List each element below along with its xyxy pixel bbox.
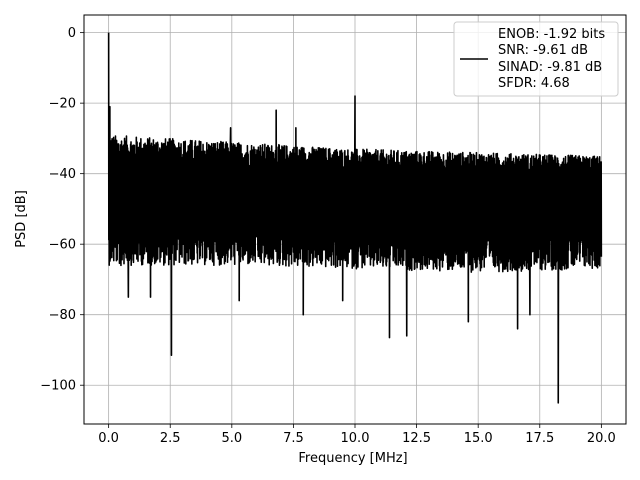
- y-tick-label: −20: [49, 97, 76, 112]
- x-tick-label: 12.5: [402, 431, 431, 446]
- x-tick-label: 20.0: [587, 431, 616, 446]
- legend-box: [453, 21, 619, 97]
- x-axis-label: Frequency [MHz]: [298, 451, 407, 466]
- x-tick-label: 2.5: [160, 431, 181, 446]
- legend-line-snr: SNR: -9.61 dB: [498, 43, 588, 58]
- y-tick-label: 0: [68, 26, 76, 41]
- plot-area: [107, 32, 603, 404]
- x-tick-label: 5.0: [221, 431, 242, 446]
- y-tick-label: −40: [49, 167, 76, 182]
- legend-line-sinad: SINAD: -9.81 dB: [498, 60, 602, 75]
- x-tick-label: 17.5: [525, 431, 554, 446]
- legend: ENOB: -1.92 bits SNR: -9.61 dB SINAD: -9…: [453, 21, 619, 97]
- x-axis-ticks: 0.0 2.5 5.0 7.5 10.0 12.5 15.0 17.5 20.0: [98, 424, 616, 446]
- y-tick-label: −80: [49, 308, 76, 323]
- y-tick-label: −100: [40, 379, 76, 394]
- x-tick-label: 7.5: [283, 431, 304, 446]
- y-axis-label: PSD [dB]: [14, 190, 29, 248]
- x-tick-label: 10.0: [341, 431, 370, 446]
- x-tick-label: 0.0: [98, 431, 119, 446]
- y-axis-ticks: 0 −20 −40 −60 −80 −100: [40, 26, 84, 394]
- legend-line-sfdr: SFDR: 4.68: [498, 76, 570, 91]
- legend-line-enob: ENOB: -1.92 bits: [498, 27, 605, 42]
- psd-series-line: [107, 32, 603, 404]
- x-tick-label: 15.0: [464, 431, 493, 446]
- y-tick-label: −60: [49, 238, 76, 253]
